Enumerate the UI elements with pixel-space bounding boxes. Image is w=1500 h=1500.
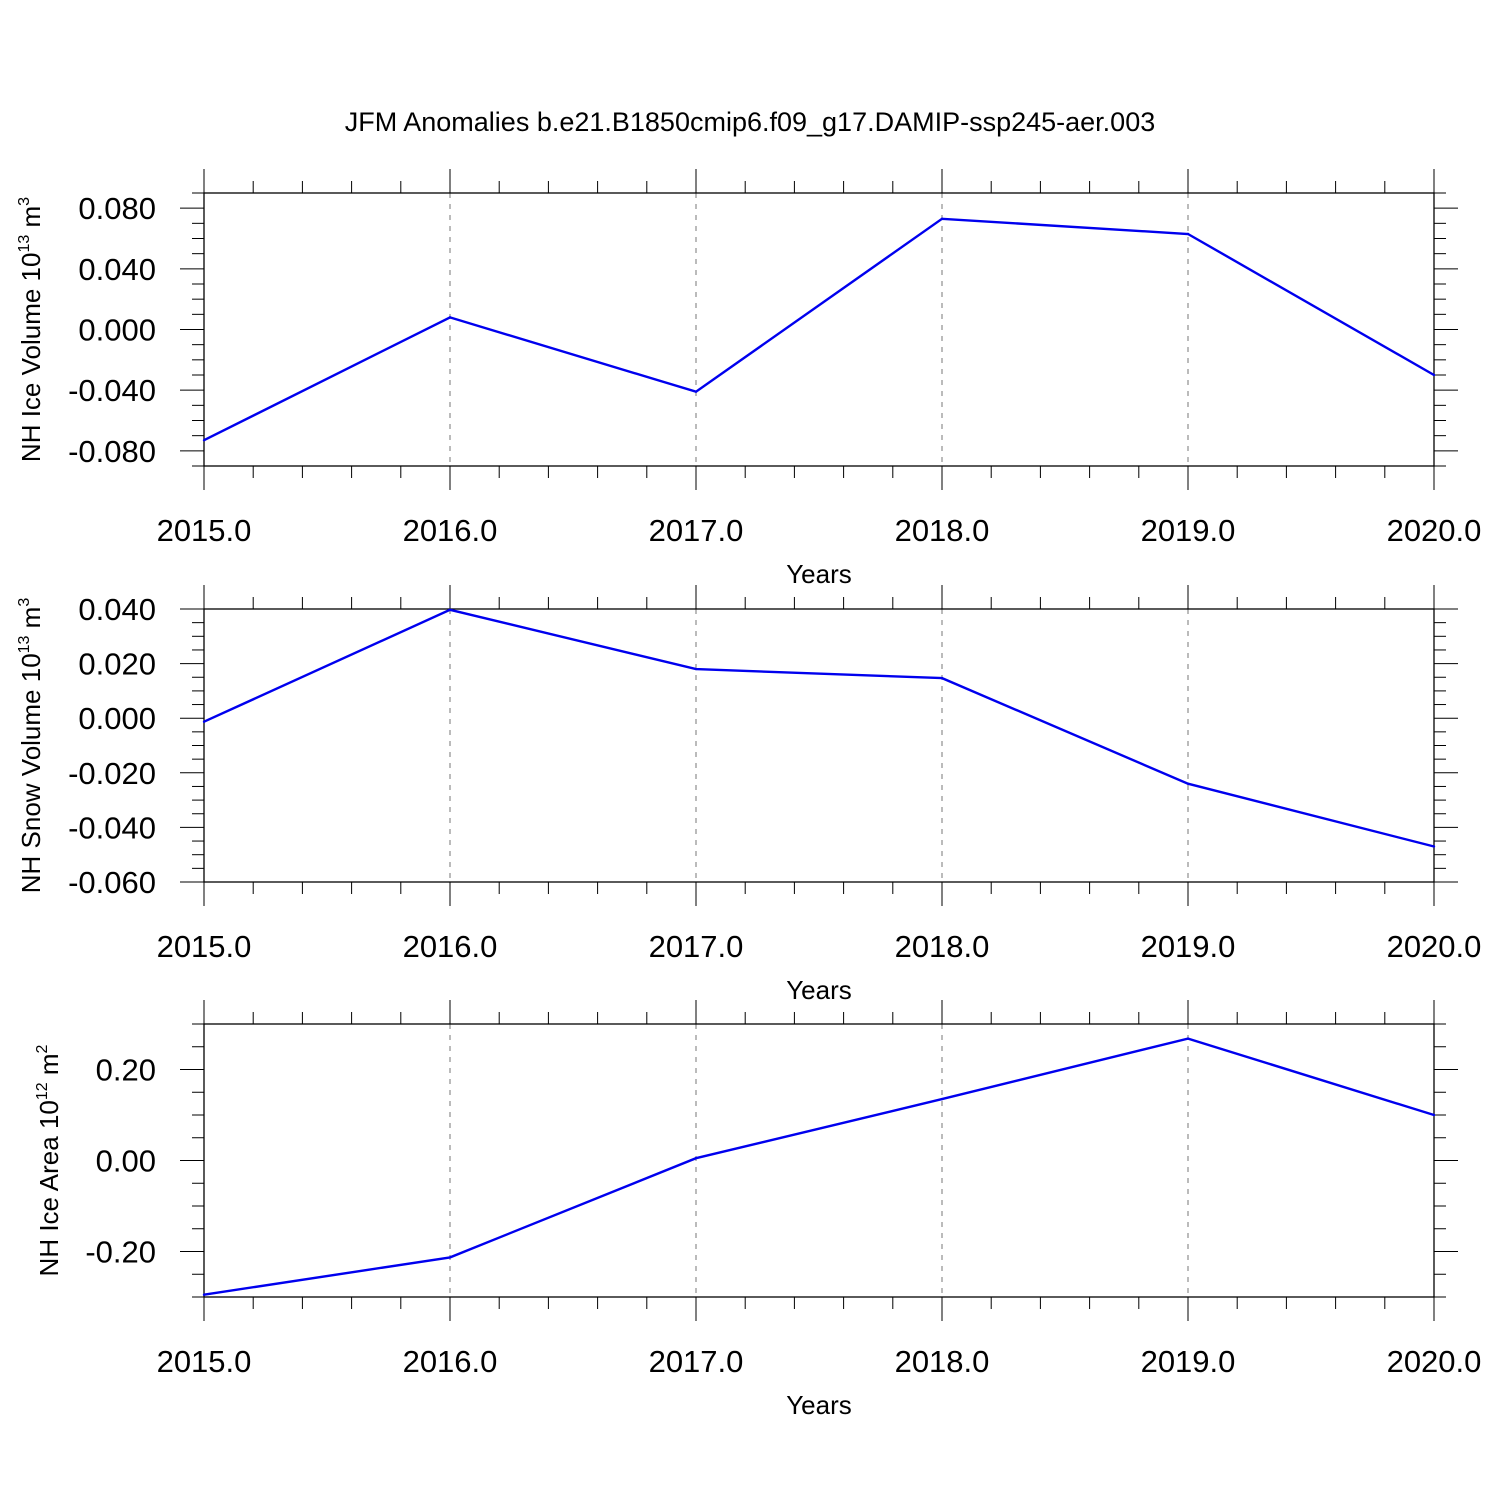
data-point — [1432, 1113, 1436, 1117]
data-point — [1432, 373, 1436, 377]
data-point — [694, 390, 698, 393]
x-tick-label: 2017.0 — [649, 513, 744, 548]
y-tick-label: -0.040 — [68, 810, 156, 845]
data-point — [202, 720, 206, 723]
figure-title: JFM Anomalies b.e21.B1850cmip6.f09_g17.D… — [345, 107, 1155, 137]
series-line — [203, 608, 1435, 848]
y-axis-label: NH Ice Volume 1013 m3 — [16, 197, 46, 462]
x-tick-label: 2020.0 — [1387, 1344, 1482, 1379]
y-tick-label: 0.080 — [78, 191, 156, 226]
y-axis-label: NH Ice Area 1012 m2 — [34, 1044, 64, 1276]
y-tick-label: 0.040 — [78, 252, 156, 287]
data-point — [1186, 782, 1190, 785]
x-tick-label: 2018.0 — [895, 929, 990, 964]
y-tick-label: 0.000 — [78, 313, 156, 348]
data-point — [1186, 1037, 1190, 1040]
y-tick-label: -0.20 — [85, 1235, 156, 1270]
data-point — [1186, 232, 1190, 236]
x-tick-label: 2015.0 — [157, 1344, 252, 1379]
y-tick-label: 0.040 — [78, 592, 156, 627]
x-tick-label: 2016.0 — [403, 929, 498, 964]
x-tick-label: 2017.0 — [649, 1344, 744, 1379]
x-tick-label: 2019.0 — [1141, 1344, 1236, 1379]
y-tick-label: 0.00 — [96, 1144, 156, 1179]
y-tick-label: -0.040 — [68, 373, 156, 408]
x-axis-label: Years — [786, 1390, 852, 1420]
data-point — [202, 439, 206, 442]
x-axis-label: Years — [786, 559, 852, 589]
x-tick-label: 2016.0 — [403, 513, 498, 548]
x-tick-label: 2018.0 — [895, 513, 990, 548]
data-point — [694, 667, 698, 671]
x-tick-label: 2016.0 — [403, 1344, 498, 1379]
data-point — [448, 316, 452, 319]
y-tick-label: -0.060 — [68, 865, 156, 900]
x-tick-label: 2015.0 — [157, 929, 252, 964]
data-point — [448, 608, 452, 612]
x-tick-label: 2020.0 — [1387, 929, 1482, 964]
x-tick-label: 2019.0 — [1141, 513, 1236, 548]
chart-panel-1: 0.080 0.040 0.000 -0.040 -0.080 2015.0 2016.0 2… — [16, 169, 1481, 589]
y-tick-label: 0.000 — [78, 701, 156, 736]
y-tick-label: -0.080 — [68, 434, 156, 469]
x-tick-label: 2019.0 — [1141, 929, 1236, 964]
y-tick-label: 0.20 — [96, 1053, 156, 1088]
data-point — [940, 676, 944, 680]
data-point — [448, 1256, 452, 1259]
series-line — [203, 217, 1435, 442]
data-point — [1432, 845, 1436, 848]
series-line — [203, 1037, 1435, 1296]
data-point — [202, 1293, 206, 1296]
x-tick-label: 2017.0 — [649, 929, 744, 964]
chart-panel-3: 0.20 0.00 -0.20 2015.0 2016.0 2017.0 2018.0 201… — [34, 1000, 1481, 1420]
data-point — [940, 217, 944, 220]
x-tick-label: 2020.0 — [1387, 513, 1482, 548]
data-point — [694, 1157, 698, 1160]
y-tick-label: 0.020 — [78, 647, 156, 682]
x-axis-label: Years — [786, 975, 852, 1005]
x-tick-label: 2018.0 — [895, 1344, 990, 1379]
x-tick-label: 2015.0 — [157, 513, 252, 548]
y-tick-label: -0.020 — [68, 756, 156, 791]
y-axis-label: NH Snow Volume 1013 m3 — [16, 598, 46, 894]
data-point — [940, 1097, 944, 1101]
